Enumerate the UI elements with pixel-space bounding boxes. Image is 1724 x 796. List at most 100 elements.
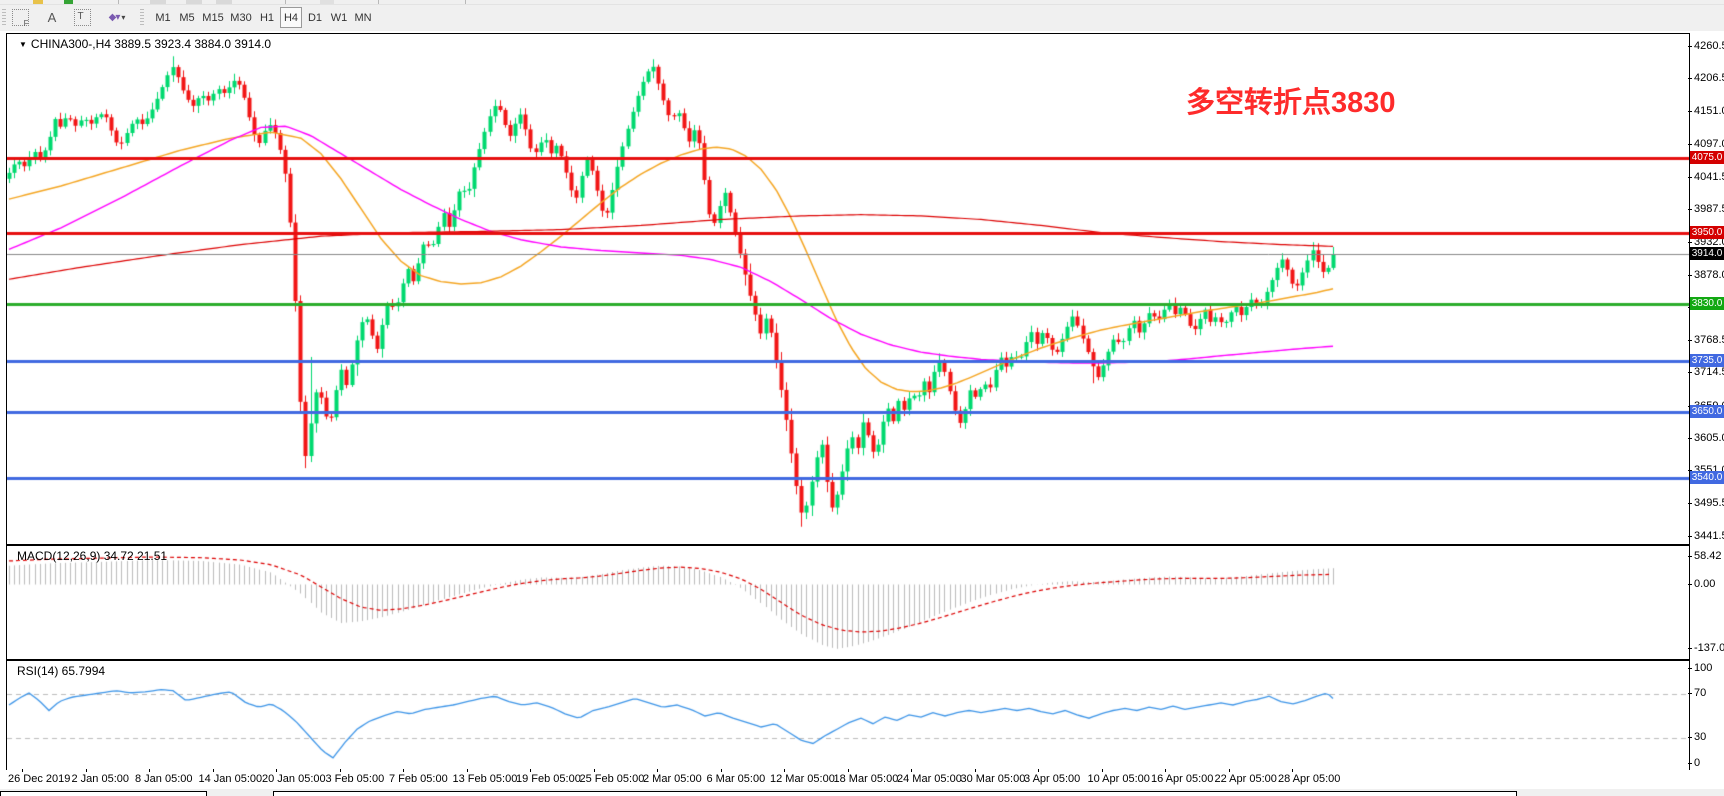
axis-tick-mark (1688, 737, 1692, 738)
timeframe-button-m30[interactable]: M30 (230, 11, 252, 24)
time-tick-mark (530, 769, 531, 772)
date-label: 30 Mar 05:00 (960, 773, 1026, 785)
toolbar-separator (118, 0, 119, 4)
time-tick-mark (1229, 769, 1230, 772)
axis-tick-mark (1688, 242, 1692, 243)
axis-tick-mark (1688, 693, 1692, 694)
time-tick-mark (721, 769, 722, 772)
date-label: 14 Jan 05:00 (198, 773, 263, 785)
axis-tick-label: 4260.5 (1694, 40, 1724, 52)
axis-tick-mark (1688, 668, 1692, 669)
axis-tick-label: 4097.0 (1694, 138, 1724, 150)
axis-tick-label: 4041.5 (1694, 171, 1724, 183)
axis-tick-label: 3768.5 (1694, 334, 1724, 346)
chart-tab[interactable] (273, 791, 1517, 796)
price-level-badge-3735.0: 3735.0 (1690, 354, 1724, 367)
time-tick-mark (1292, 769, 1293, 772)
toolbar-grip[interactable] (2, 9, 6, 27)
axis-tick-mark (1688, 503, 1692, 504)
clipped-toolbar-button[interactable] (216, 0, 232, 4)
date-label: 13 Feb 05:00 (452, 773, 518, 785)
clipped-toolbar-button[interactable] (64, 0, 73, 4)
price-level-badge-3540.0: 3540.0 (1690, 471, 1724, 484)
macd-label: MACD(12,26,9) 34.72 21.51 (17, 549, 168, 563)
main-chart-panel: ▼ CHINA300-,H4 3889.5 3923.4 3884.0 3914.… (6, 33, 1690, 545)
timeframe-button-d1[interactable]: D1 (307, 11, 323, 24)
axis-tick-label: 3987.5 (1694, 203, 1724, 215)
arrows-icon: ◆▾ (108, 12, 121, 23)
price-level-badge-4075.0: 4075.0 (1690, 151, 1724, 164)
timeframe-button-h4[interactable]: H4 (280, 7, 302, 28)
axis-tick-mark (1688, 46, 1692, 47)
rsi-label: RSI(14) 65.7994 (17, 664, 106, 678)
time-tick-mark (467, 769, 468, 772)
axis-tick-label: 3878.0 (1694, 269, 1724, 281)
axis-tick-label: 3932.0 (1694, 236, 1724, 248)
date-label: 20 Jan 05:00 (262, 773, 326, 785)
time-tick-mark (1165, 769, 1166, 772)
axis-tick-mark (1688, 584, 1692, 585)
text-box-icon: T (73, 9, 91, 26)
clipped-toolbar-button[interactable] (33, 0, 43, 4)
rsi-panel: RSI(14) 65.7994 (6, 660, 1690, 772)
main-chart-canvas[interactable] (7, 34, 1689, 544)
clipped-toolbar-button[interactable] (186, 0, 202, 4)
axis-tick-mark (1688, 144, 1692, 145)
price-axis[interactable]: 4260.5 4206.5 4151.0 4097.0 4041.5 3987.5 3932… (1688, 33, 1724, 770)
price-level-badge-3650.0: 3650.0 (1690, 405, 1724, 418)
date-label: 7 Feb 05:00 (389, 773, 448, 785)
clipped-toolbar-button[interactable] (150, 0, 166, 4)
axis-tick-label: 0 (1694, 757, 1701, 769)
text-label-icon: A (47, 10, 57, 25)
text-label-tool-button[interactable]: A (40, 7, 64, 28)
chevron-down-icon: ▾ (121, 13, 126, 22)
time-tick-mark (975, 769, 976, 772)
chart-title-text: CHINA300-,H4 3889.5 3923.4 3884.0 3914.0 (30, 37, 272, 51)
axis-tick-label: 58.42 (1694, 550, 1722, 562)
axis-tick-mark (1688, 470, 1692, 471)
fibonacci-icon: F (11, 9, 29, 28)
chart-tab[interactable] (0, 791, 207, 796)
time-tick-mark (848, 769, 849, 772)
date-label: 3 Feb 05:00 (325, 773, 385, 785)
date-label: 25 Feb 05:00 (579, 773, 645, 785)
fibonacci-tool-button[interactable]: F (8, 7, 32, 28)
timeframe-button-w1[interactable]: W1 (330, 11, 348, 24)
clipped-toolbar-button[interactable] (320, 0, 334, 4)
toolbar-grip-2[interactable] (140, 9, 144, 27)
timeframe-button-m5[interactable]: M5 (179, 11, 195, 24)
timeframe-button-h1[interactable]: H1 (259, 11, 275, 24)
timeframe-button-mn[interactable]: MN (354, 11, 372, 24)
macd-panel: MACD(12,26,9) 34.72 21.51 (6, 545, 1690, 660)
time-tick-mark (86, 769, 87, 772)
axis-tick-label: 3714.5 (1694, 366, 1724, 378)
axis-tick-mark (1688, 209, 1692, 210)
axis-tick-label: 3551.0 (1694, 464, 1724, 476)
arrows-tool-button[interactable]: ◆▾ ▾ (100, 7, 134, 28)
axis-tick-label: 3605.0 (1694, 432, 1724, 444)
price-level-badge-3950.0: 3950.0 (1690, 226, 1724, 239)
symbol-dropdown-icon[interactable]: ▼ (19, 40, 27, 49)
rsi-canvas[interactable] (7, 661, 1689, 771)
date-label: 12 Mar 05:00 (770, 773, 835, 785)
date-label: 8 Jan 05:00 (135, 773, 193, 785)
timeframe-button-m1[interactable]: M1 (155, 11, 171, 24)
time-tick-mark (340, 769, 341, 772)
time-tick-mark (149, 769, 150, 772)
text-box-tool-button[interactable]: T (70, 7, 94, 28)
time-tick-mark (22, 769, 23, 772)
chart-title: ▼ CHINA300-,H4 3889.5 3923.4 3884.0 3914.… (19, 37, 271, 51)
time-tick-mark (1038, 769, 1039, 772)
date-label: 28 Apr 05:00 (1278, 773, 1341, 785)
toolbar-separator (465, 0, 466, 4)
toolbar-separator (285, 0, 286, 4)
price-level-badge-3830.0: 3830.0 (1690, 297, 1724, 310)
date-label: 26 Dec 2019 (8, 773, 71, 785)
axis-tick-mark (1688, 438, 1692, 439)
timeframe-button-m15[interactable]: M15 (202, 11, 224, 24)
time-axis[interactable]: 26 Dec 2019 2 Jan 05:00 8 Jan 05:00 14 Jan … (0, 769, 1724, 789)
macd-canvas[interactable] (7, 546, 1689, 659)
annotation-text[interactable]: 多空转折点3830 (1186, 87, 1396, 119)
axis-tick-mark (1688, 556, 1692, 557)
